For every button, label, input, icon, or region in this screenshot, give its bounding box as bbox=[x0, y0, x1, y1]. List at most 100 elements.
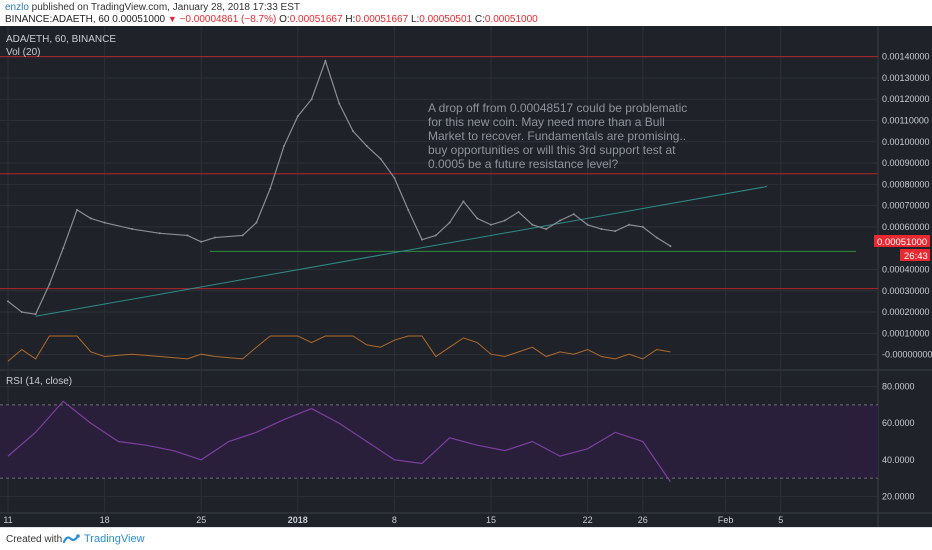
price-point bbox=[669, 245, 672, 248]
price-tick-label: 0.00010000 bbox=[882, 328, 930, 338]
price-point bbox=[545, 228, 548, 231]
price-point bbox=[628, 223, 630, 226]
rsi-label: RSI (14, close) bbox=[6, 376, 72, 387]
trendline-group[interactable] bbox=[35, 185, 768, 317]
price-point bbox=[448, 221, 451, 224]
high-label: H: bbox=[345, 14, 356, 25]
footer: Created with TradingView bbox=[0, 527, 932, 550]
price-tick-label: 0.00020000 bbox=[882, 307, 930, 317]
symbol-label: ADA/ETH, 60, BINANCE bbox=[6, 34, 116, 45]
price-tick-label: 0.00040000 bbox=[882, 264, 930, 274]
annotation-line-4: buy opportunities or will this 3rd suppo… bbox=[428, 143, 676, 157]
price-tick-label: 0.00070000 bbox=[882, 201, 930, 211]
price-point bbox=[296, 115, 299, 118]
symbol-text: BINANCE:ADAETH, 60 bbox=[5, 14, 110, 25]
annotation-line-2: for this new coin. May need more than a … bbox=[428, 115, 665, 129]
ohlc-info: BINANCE:ADAETH, 60 0.00051000 ▼ −0.00004… bbox=[5, 14, 538, 25]
price-point bbox=[490, 223, 492, 226]
price-point bbox=[324, 59, 327, 62]
price-tick-label: 0.00030000 bbox=[882, 286, 930, 296]
countdown-badge: 26:43 bbox=[900, 249, 930, 262]
time-tick-label: 18 bbox=[100, 515, 110, 525]
time-tick-label: 15 bbox=[486, 515, 496, 525]
open-label: O: bbox=[279, 14, 290, 25]
price-point bbox=[76, 208, 78, 211]
time-tick-label: 11 bbox=[3, 515, 12, 525]
tradingview-link[interactable]: TradingView bbox=[84, 533, 145, 545]
chart-header: enzlo published on TradingView.com, Janu… bbox=[0, 0, 932, 26]
price-point bbox=[462, 200, 465, 203]
price-point bbox=[131, 228, 134, 231]
time-axis[interactable]: 11 18 25 2018 8 15 22 26 Feb 5 bbox=[3, 515, 783, 525]
price-point bbox=[283, 145, 285, 148]
time-tick-label: 2018 bbox=[288, 515, 308, 525]
price-point bbox=[365, 145, 368, 148]
tradingview-logo-icon bbox=[62, 534, 80, 544]
horizontal-lines[interactable] bbox=[0, 56, 878, 290]
price-tick-label: 0.00090000 bbox=[882, 158, 930, 168]
rsi-tick-label: 20.0000 bbox=[882, 491, 915, 501]
author-link[interactable]: enzlo bbox=[5, 2, 29, 13]
time-tick-label: 25 bbox=[196, 515, 206, 525]
rsi-line bbox=[7, 400, 671, 483]
price-tick-label: -0.00000000 bbox=[882, 350, 932, 360]
price-axis[interactable]: 0.00140000 0.00130000 0.00120000 0.00110000… bbox=[882, 52, 932, 360]
annotation-line-1: A drop off from 0.00048517 could be prob… bbox=[428, 101, 687, 115]
price-tick-label: 0.00130000 bbox=[882, 73, 930, 83]
rsi-series bbox=[7, 400, 671, 483]
time-tick-label: 8 bbox=[392, 515, 397, 525]
rsi-axis[interactable]: 80.0000 60.0000 40.0000 20.0000 bbox=[882, 382, 915, 502]
price-badge-text: 0.00051000 bbox=[877, 237, 927, 248]
publish-text: published on TradingView.com, January 28… bbox=[28, 2, 301, 13]
price-chart[interactable]: 0.00140000 0.00130000 0.00120000 0.00110000… bbox=[0, 26, 932, 527]
price-point bbox=[503, 219, 506, 222]
price-point bbox=[20, 311, 23, 314]
price-series bbox=[7, 59, 672, 316]
price-point bbox=[200, 240, 203, 243]
down-arrow-icon: ▼ bbox=[167, 14, 177, 24]
price-point bbox=[158, 232, 161, 235]
rsi-tick-label: 60.0000 bbox=[882, 418, 915, 428]
open-value: 0.00051667 bbox=[289, 14, 343, 25]
price-point bbox=[641, 225, 644, 228]
time-tick-label: 26 bbox=[638, 515, 648, 525]
price-point bbox=[214, 236, 216, 239]
price-change: −0.00004861 (−8.7%) bbox=[179, 14, 277, 25]
price-point bbox=[338, 102, 341, 105]
price-point bbox=[352, 130, 354, 133]
price-tick-label: 0.00120000 bbox=[882, 94, 930, 104]
price-point bbox=[655, 236, 658, 239]
time-tick-label: 22 bbox=[583, 515, 593, 525]
price-point bbox=[572, 213, 575, 216]
price-tick-label: 0.00060000 bbox=[882, 222, 930, 232]
rsi-band bbox=[0, 404, 878, 479]
price-point bbox=[255, 221, 258, 224]
price-point bbox=[241, 234, 244, 237]
price-point bbox=[48, 283, 51, 286]
grid-lines bbox=[0, 26, 878, 513]
price-point bbox=[7, 300, 9, 303]
price-tick-label: 0.00140000 bbox=[882, 52, 930, 62]
annotation-text[interactable]: A drop off from 0.00048517 could be prob… bbox=[428, 101, 687, 171]
price-point bbox=[586, 223, 589, 226]
price-point bbox=[517, 211, 520, 214]
trendline bbox=[35, 185, 768, 317]
rsi-band-fill bbox=[0, 404, 878, 479]
price-point bbox=[103, 221, 106, 224]
price-point bbox=[186, 234, 189, 237]
price-badge: 0.00051000 bbox=[874, 235, 930, 248]
rsi-tick-label: 80.0000 bbox=[882, 382, 915, 392]
price-point bbox=[310, 98, 313, 101]
price-point bbox=[379, 157, 382, 160]
low-label: L: bbox=[410, 14, 420, 25]
price-point bbox=[407, 208, 410, 211]
last-price: 0.00051000 bbox=[112, 14, 166, 25]
low-value: 0.00050501 bbox=[419, 14, 473, 25]
chart-area[interactable]: 0.00140000 0.00130000 0.00120000 0.00110000… bbox=[0, 26, 932, 527]
volume-line bbox=[7, 335, 671, 362]
publish-info: enzlo published on TradingView.com, Janu… bbox=[5, 2, 300, 13]
price-point bbox=[476, 217, 479, 220]
price-point bbox=[600, 228, 603, 231]
price-tick-label: 0.00080000 bbox=[882, 179, 930, 189]
time-tick-label: Feb bbox=[718, 515, 734, 525]
